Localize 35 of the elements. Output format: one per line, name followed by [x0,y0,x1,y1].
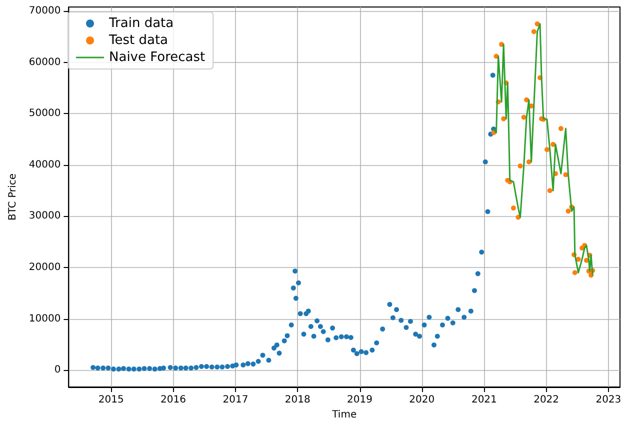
point [572,270,578,276]
y-tick-label: 40000 [28,159,61,170]
x-tick-label: 2020 [409,394,435,406]
point [547,188,552,194]
x-tick-label: 2015 [98,394,124,406]
y-tick-label: 30000 [28,210,61,222]
legend-label: Train data [108,16,174,31]
point [558,126,564,132]
y-axis-title: BTC Price [8,174,18,220]
y-tick-label: 10000 [28,313,61,324]
y-tick-label: 50000 [28,108,61,120]
y-tick-label: 0 [54,364,61,376]
x-tick-label: 2018 [284,394,310,406]
x-tick-label: 2017 [222,394,248,406]
point [566,208,571,214]
x-tick-label: 2021 [471,394,497,406]
point [521,114,526,120]
point [510,206,516,211]
point [550,142,556,147]
x-tick-label: 2016 [160,394,186,406]
x-tick-label: 2022 [534,394,560,406]
x-tick-label: 2019 [347,394,372,406]
point [518,163,523,168]
point [526,159,532,164]
point [544,147,550,152]
x-axis-title: Time [331,409,357,420]
legend-label: Test data [108,33,168,48]
legend-label: Naive Forecast [109,50,206,65]
point [563,172,568,178]
y-tick-label: 60000 [28,56,61,68]
point [501,116,506,122]
x-tick-label: 2023 [596,394,622,406]
point [531,29,536,34]
y-tick-label: 20000 [28,262,61,274]
y-tick-label: 70000 [28,6,61,17]
